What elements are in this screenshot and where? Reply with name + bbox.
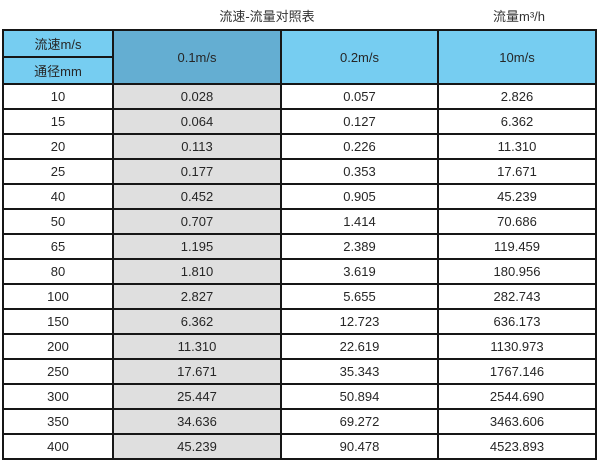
value-cell: 2544.690 (437, 383, 597, 410)
value-cell: 636.173 (437, 308, 597, 335)
value-cell: 0.707 (112, 208, 282, 235)
diameter-cell: 300 (2, 383, 114, 410)
value-cell: 2.826 (437, 83, 597, 110)
value-cell: 34.636 (112, 408, 282, 435)
value-cell: 2.827 (112, 283, 282, 310)
value-cell: 0.127 (280, 108, 439, 135)
value-cell: 4523.893 (437, 433, 597, 460)
value-cell: 25.447 (112, 383, 282, 410)
diameter-cell: 400 (2, 433, 114, 460)
table-row: 10 0.028 0.057 2.826 (2, 83, 597, 110)
value-cell: 0.905 (280, 183, 439, 210)
value-cell: 70.686 (437, 208, 597, 235)
value-cell: 6.362 (437, 108, 597, 135)
diameter-cell: 80 (2, 258, 114, 285)
value-cell: 1.414 (280, 208, 439, 235)
diameter-cell: 200 (2, 333, 114, 360)
diameter-cell: 10 (2, 83, 114, 110)
table-row: 40 0.452 0.905 45.239 (2, 183, 597, 210)
value-cell: 0.177 (112, 158, 282, 185)
value-cell: 11.310 (437, 133, 597, 160)
value-cell: 69.272 (280, 408, 439, 435)
value-cell: 6.362 (112, 308, 282, 335)
value-cell: 0.057 (280, 83, 439, 110)
value-cell: 2.389 (280, 233, 439, 260)
value-cell: 45.239 (112, 433, 282, 460)
value-cell: 17.671 (112, 358, 282, 385)
table-row: 400 45.239 90.478 4523.893 (2, 433, 597, 460)
diameter-cell: 40 (2, 183, 114, 210)
diameter-cell: 150 (2, 308, 114, 335)
value-cell: 35.343 (280, 358, 439, 385)
value-cell: 119.459 (437, 233, 597, 260)
value-cell: 0.452 (112, 183, 282, 210)
value-cell: 12.723 (280, 308, 439, 335)
flow-table: 流速m/s 0.1m/s 0.2m/s 10m/s 通径mm 10 0.028 … (2, 29, 597, 460)
table-row: 150 6.362 12.723 636.173 (2, 308, 597, 335)
table-row: 50 0.707 1.414 70.686 (2, 208, 597, 235)
column-header-0.1ms: 0.1m/s (112, 29, 282, 85)
table-row: 250 17.671 35.343 1767.146 (2, 358, 597, 385)
value-cell: 0.028 (112, 83, 282, 110)
diameter-cell: 15 (2, 108, 114, 135)
value-cell: 0.226 (280, 133, 439, 160)
diameter-cell: 100 (2, 283, 114, 310)
value-cell: 282.743 (437, 283, 597, 310)
table-row: 25 0.177 0.353 17.671 (2, 158, 597, 185)
diameter-cell: 50 (2, 208, 114, 235)
table-header: 流速m/s 0.1m/s 0.2m/s 10m/s 通径mm (2, 29, 597, 85)
table-row: 20 0.113 0.226 11.310 (2, 133, 597, 160)
table-row: 200 11.310 22.619 1130.973 (2, 333, 597, 360)
value-cell: 1.810 (112, 258, 282, 285)
diameter-cell: 250 (2, 358, 114, 385)
value-cell: 0.353 (280, 158, 439, 185)
corner-velocity-label: 流速m/s (2, 29, 114, 58)
value-cell: 50.894 (280, 383, 439, 410)
value-cell: 90.478 (280, 433, 439, 460)
flow-unit-title: 流量m³/h (492, 9, 545, 24)
value-cell: 0.064 (112, 108, 282, 135)
diameter-cell: 25 (2, 158, 114, 185)
value-cell: 45.239 (437, 183, 597, 210)
value-cell: 1130.973 (437, 333, 597, 360)
table-body: 10 0.028 0.057 2.826 15 0.064 0.127 6.36… (2, 83, 597, 460)
diameter-cell: 350 (2, 408, 114, 435)
value-cell: 3.619 (280, 258, 439, 285)
diameter-cell: 20 (2, 133, 114, 160)
value-cell: 5.655 (280, 283, 439, 310)
titlebar: 流速-流量对照表 流量m³/h (0, 0, 600, 29)
column-header-0.2ms: 0.2m/s (280, 29, 439, 85)
value-cell: 0.113 (112, 133, 282, 160)
column-header-10ms: 10m/s (437, 29, 597, 85)
value-cell: 11.310 (112, 333, 282, 360)
table-row: 300 25.447 50.894 2544.690 (2, 383, 597, 410)
value-cell: 3463.606 (437, 408, 597, 435)
value-cell: 1.195 (112, 233, 282, 260)
diameter-cell: 65 (2, 233, 114, 260)
table-row: 65 1.195 2.389 119.459 (2, 233, 597, 260)
table-row: 80 1.810 3.619 180.956 (2, 258, 597, 285)
table-title: 流速-流量对照表 (219, 9, 315, 24)
table-row: 350 34.636 69.272 3463.606 (2, 408, 597, 435)
value-cell: 17.671 (437, 158, 597, 185)
value-cell: 180.956 (437, 258, 597, 285)
value-cell: 1767.146 (437, 358, 597, 385)
table-row: 100 2.827 5.655 282.743 (2, 283, 597, 310)
table-row: 15 0.064 0.127 6.362 (2, 108, 597, 135)
corner-diameter-label: 通径mm (2, 56, 114, 85)
value-cell: 22.619 (280, 333, 439, 360)
